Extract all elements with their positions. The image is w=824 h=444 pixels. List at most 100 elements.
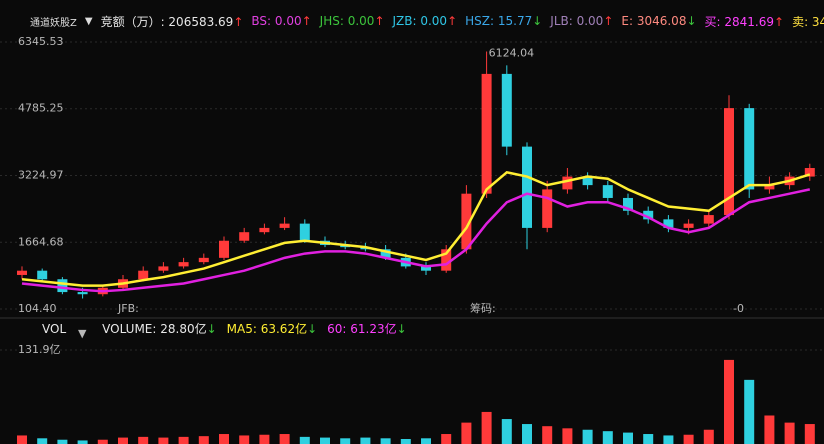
candle-body — [683, 223, 694, 228]
bottom-label: 筹码: — [470, 301, 496, 315]
candle-body — [481, 73, 492, 194]
header-item: JHS: 0.00↑ — [320, 14, 385, 28]
candle-body — [724, 108, 734, 216]
volume-bar — [602, 431, 613, 444]
header-value: JHS: 0.00 — [319, 14, 375, 28]
bottom-label: -0 — [733, 302, 744, 315]
volume-header: VOL VOLUME: 28.80亿↓ MA5: 63.62亿↓ 60: 61.23亿… — [42, 320, 407, 337]
candle-body — [380, 249, 391, 258]
volume-bar — [239, 435, 250, 444]
volume-bar — [562, 428, 573, 444]
volume-bar — [340, 438, 351, 444]
volume-bar — [57, 439, 68, 444]
volume-bar — [299, 436, 310, 444]
candle-body — [562, 176, 573, 190]
y-tick-label: 4785.25 — [18, 102, 64, 115]
volume-bar — [380, 438, 391, 444]
header-item: JZB: 0.00↑ — [393, 14, 458, 28]
candle-body — [219, 240, 229, 258]
vol-header-arrow: ↓ — [307, 322, 318, 336]
candle-body — [663, 219, 674, 228]
y-tick-label: 131.9亿 — [18, 343, 61, 356]
header-value: 竞额（万）: 206583.69 — [100, 14, 234, 29]
indicator-name[interactable]: 通道妖股Z — [30, 17, 77, 29]
candle-body — [764, 185, 775, 190]
candle-body — [441, 249, 452, 271]
candle-body — [158, 266, 169, 271]
header-arrow: ↑ — [233, 14, 244, 29]
candle-body — [138, 270, 149, 280]
volume-bar — [360, 437, 371, 444]
volume-bar — [784, 422, 795, 444]
candle-body — [461, 193, 472, 250]
candle-body — [57, 279, 68, 293]
volume-bar — [623, 432, 633, 444]
header-item: BS: 0.00↑ — [251, 14, 311, 28]
volume-bar — [683, 434, 694, 444]
header-item: 买: 2841.69↑ — [705, 13, 785, 30]
header-item: 竞额（万）: 206583.69↑ — [101, 13, 244, 30]
candle-body — [501, 73, 512, 147]
vol-header-arrow: ↓ — [396, 322, 407, 336]
header-value: 卖: 3473.18 — [792, 14, 824, 29]
vol-header-item: 60: 61.23亿↓ — [327, 320, 407, 337]
volume-bar — [279, 434, 290, 444]
volume-bar — [542, 426, 553, 444]
volume-bar — [501, 419, 512, 444]
candle-body — [239, 232, 250, 241]
volume-bar — [522, 424, 532, 444]
peak-annotation: 6124.04 — [489, 46, 534, 59]
header-item: E: 3046.08↓ — [621, 14, 696, 28]
candle-body — [198, 257, 209, 263]
candle-body — [421, 266, 431, 271]
volume-bar — [198, 436, 209, 444]
volume-bar — [703, 429, 714, 444]
volume-bar — [804, 424, 815, 444]
header-arrow: ↑ — [774, 14, 785, 29]
candle-body — [299, 223, 310, 241]
ma-line — [21, 188, 811, 293]
volume-bar — [178, 436, 189, 444]
candle-body — [522, 146, 532, 228]
volume-bar — [481, 411, 492, 444]
header-arrow: ↑ — [374, 14, 385, 28]
candle-body — [582, 176, 593, 186]
volume-bar — [461, 422, 472, 444]
volume-bar — [582, 429, 593, 444]
header-value: JLB: 0.00 — [550, 14, 604, 28]
header-item: 卖: 3473.18↑ — [792, 13, 824, 30]
candle-body — [643, 210, 654, 220]
header-value: 买: 2841.69 — [704, 14, 774, 29]
vol-header-value: MA5: 63.62亿 — [226, 322, 308, 336]
candle-body — [77, 292, 88, 295]
header-item: HSZ: 15.77↓ — [465, 14, 542, 28]
ma-line — [21, 170, 811, 287]
volume-bar — [421, 438, 431, 444]
volume-bar — [764, 415, 775, 444]
bottom-label: JFB: — [117, 302, 139, 315]
volume-bar — [663, 435, 674, 444]
vol-header-value: VOL — [42, 321, 67, 336]
candle-body — [623, 197, 633, 211]
candle-body — [17, 270, 27, 275]
volume-bar — [37, 438, 48, 444]
candle-body — [542, 189, 553, 228]
volume-bar — [744, 379, 755, 444]
candle-body — [259, 227, 270, 233]
header-value: E: 3046.08 — [621, 14, 687, 28]
dropdown-arrow: ▼ — [78, 327, 87, 340]
header-item: JLB: 0.00↑ — [550, 14, 613, 28]
candle-body — [804, 168, 815, 177]
candle-body — [703, 215, 714, 224]
candle-body — [178, 262, 189, 267]
volume-bar — [158, 437, 169, 444]
candle-body — [279, 223, 290, 228]
dropdown-arrow[interactable]: ▼ — [84, 15, 93, 27]
header-arrow: ↑ — [447, 14, 458, 28]
vol-header-value: 60: 61.23亿 — [327, 322, 397, 336]
candle-body — [602, 185, 613, 198]
header-value: BS: 0.00 — [251, 14, 302, 28]
volume-bar — [17, 435, 27, 444]
header-value: HSZ: 15.77 — [465, 14, 533, 28]
y-tick-label: 104.40 — [18, 302, 57, 315]
